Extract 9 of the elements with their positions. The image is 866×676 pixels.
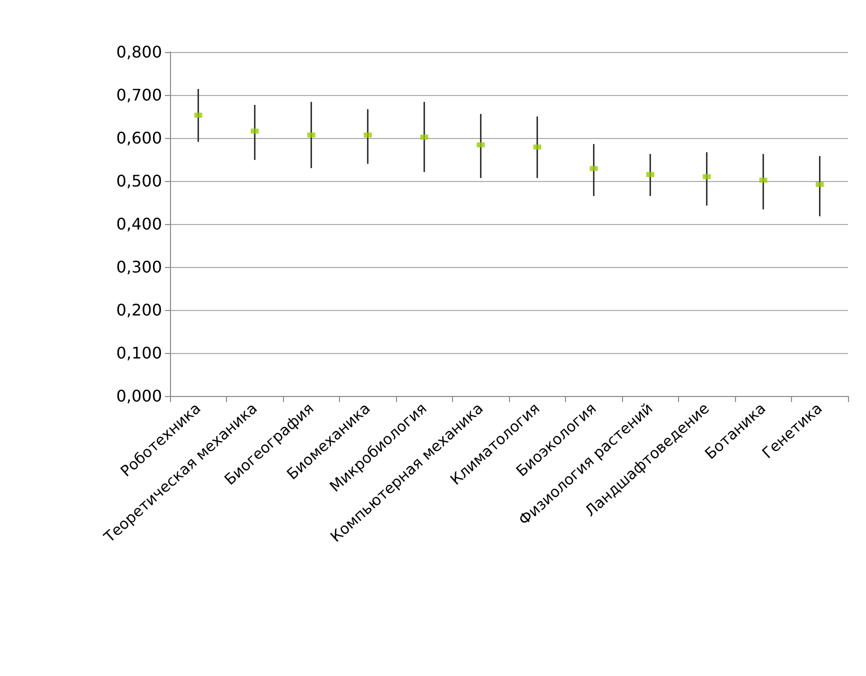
y-tick-label: 0,700 xyxy=(116,86,162,104)
y-tick-label: 0,800 xyxy=(116,42,162,62)
y-tick-label: 0,200 xyxy=(116,300,162,320)
y-tick-label: 0,500 xyxy=(116,172,162,190)
y-tick-label: 0,100 xyxy=(116,344,162,362)
y-tick-label: 0,000 xyxy=(116,386,162,406)
y-tick-label: 0,600 xyxy=(116,128,162,148)
y-tick-label: 0,300 xyxy=(116,258,162,276)
y-tick-label: 0,400 xyxy=(116,214,162,234)
